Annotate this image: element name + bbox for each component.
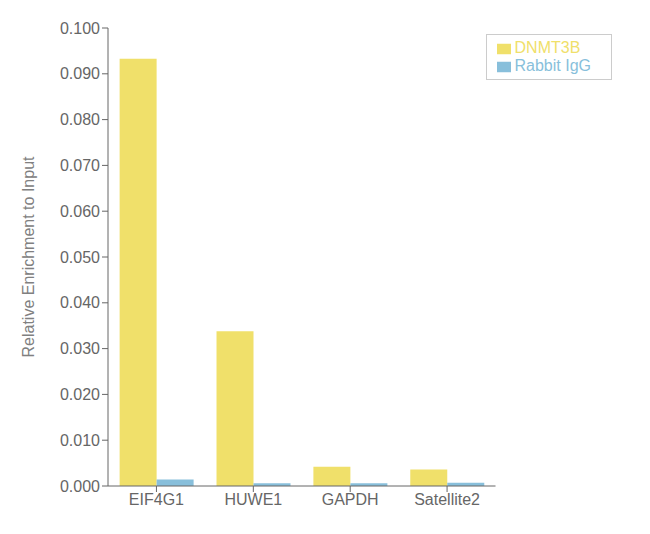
svg-text:0.070: 0.070 bbox=[60, 157, 100, 174]
svg-text:0.040: 0.040 bbox=[60, 294, 100, 311]
svg-text:0.020: 0.020 bbox=[60, 386, 100, 403]
svg-text:0.060: 0.060 bbox=[60, 203, 100, 220]
svg-text:0.050: 0.050 bbox=[60, 249, 100, 266]
html-text:DNMT3B: DNMT3B bbox=[514, 39, 581, 56]
svg-text:Relative Enrichment to Input: Relative Enrichment to Input bbox=[20, 156, 37, 358]
html-text:Rabbit IgG: Rabbit IgG bbox=[514, 57, 591, 74]
svg-text:0.090: 0.090 bbox=[60, 65, 100, 82]
svg-text:EIF4G1: EIF4G1 bbox=[129, 491, 184, 508]
svg-text:0.000: 0.000 bbox=[60, 478, 100, 495]
svg-text:0.010: 0.010 bbox=[60, 432, 100, 449]
svg-text:HUWE1: HUWE1 bbox=[224, 491, 282, 508]
svg-text:0.080: 0.080 bbox=[60, 111, 100, 128]
svg-text:0.100: 0.100 bbox=[60, 20, 100, 37]
svg-text:GAPDH: GAPDH bbox=[322, 491, 379, 508]
svg-text:Satellite2: Satellite2 bbox=[414, 491, 480, 508]
svg-text:0.030: 0.030 bbox=[60, 340, 100, 357]
